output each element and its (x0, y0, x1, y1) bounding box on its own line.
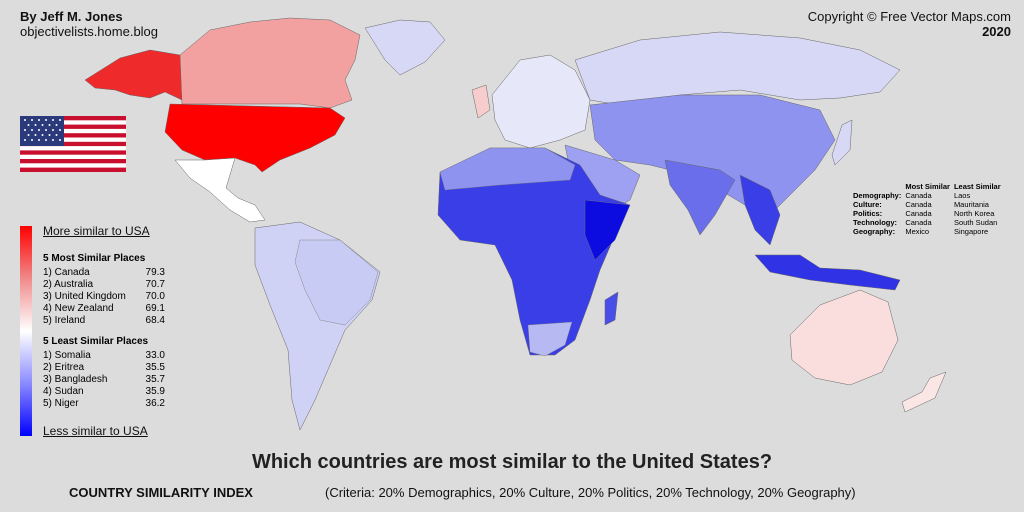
region-southern-africa (527, 321, 573, 357)
least-similar-cell: South Sudan (953, 218, 998, 227)
region-alaska (84, 49, 183, 101)
blog-link[interactable]: objectivelists.home.blog (20, 24, 159, 39)
region-madagascar (604, 291, 619, 326)
place-score: 36.2 (145, 398, 165, 409)
list-item: 5) Ireland 68.4 (43, 315, 165, 327)
place-name: 5) Niger (43, 398, 79, 409)
list-item: 5) Niger 36.2 (43, 398, 165, 410)
least-similar-cell: Laos (953, 191, 971, 200)
place-name: 4) New Zealand (43, 303, 114, 314)
region-usa (164, 103, 346, 173)
most-similar-cell: Canada (905, 218, 932, 227)
region-europe (491, 54, 591, 149)
list-item: 1) Canada 79.3 (43, 267, 165, 279)
us-flag-icon (20, 116, 126, 172)
most-similar-cell: Canada (905, 209, 932, 218)
place-score: 33.0 (145, 350, 165, 361)
least-similar-cell: Singapore (953, 227, 989, 236)
place-score: 35.7 (145, 374, 165, 385)
place-score: 35.5 (145, 362, 165, 373)
category-label: Geography: (853, 227, 896, 236)
region-canada (179, 17, 361, 109)
table-header: Most Similar (905, 182, 950, 191)
place-name: 3) Bangladesh (43, 374, 108, 385)
region-japan (831, 119, 853, 166)
place-score: 70.7 (145, 279, 165, 290)
category-label: Politics: (853, 209, 883, 218)
author-credit: By Jeff M. Jones (20, 9, 123, 24)
copyright-year: 2020 (982, 24, 1011, 39)
most-similar-list: 5 Most Similar Places 1) Canada 79.3 2) A… (43, 253, 165, 327)
most-similar-cell: Mexico (905, 227, 930, 236)
legend-top-label: More similar to USA (43, 224, 150, 238)
place-score: 69.1 (145, 303, 165, 314)
index-label: COUNTRY SIMILARITY INDEX (69, 485, 253, 500)
place-score: 79.3 (145, 267, 165, 278)
least-similar-cell: Mauritania (953, 200, 989, 209)
place-name: 5) Ireland (43, 315, 86, 326)
table-header-row: Most Similar Least Similar (853, 182, 1005, 191)
list-item: 4) New Zealand 69.1 (43, 303, 165, 315)
list-item: 2) Australia 70.7 (43, 279, 165, 291)
least-similar-cell: North Korea (953, 209, 995, 218)
region-mexico (174, 157, 266, 223)
place-score: 70.0 (145, 291, 165, 302)
region-russia (574, 31, 901, 106)
list-item: 1) Somalia 33.0 (43, 350, 165, 362)
list-item: 4) Sudan 35.9 (43, 386, 165, 398)
table-header: Least Similar (953, 182, 1001, 191)
table-header (853, 182, 905, 191)
list-item: 3) Bangladesh 35.7 (43, 374, 165, 386)
place-name: 3) United Kingdom (43, 291, 126, 302)
region-north-africa (439, 147, 576, 191)
region-uk (471, 84, 491, 119)
region-indonesia (754, 254, 901, 291)
table-row: Politics: Canada North Korea (853, 209, 1005, 218)
most-similar-cell: Canada (905, 191, 932, 200)
most-similar-cell: Canada (905, 200, 932, 209)
region-africa (437, 147, 631, 356)
region-australia (789, 289, 899, 386)
least-similar-title: 5 Least Similar Places (43, 336, 149, 347)
region-horn-of-africa (584, 199, 631, 261)
category-label: Technology: (853, 218, 898, 227)
least-similar-list: 5 Least Similar Places 1) Somalia 33.0 2)… (43, 336, 165, 410)
region-greenland (364, 19, 446, 76)
place-score: 35.9 (145, 386, 165, 397)
table-row: Technology: Canada South Sudan (853, 218, 1005, 227)
category-table: Most Similar Least Similar Demography: C… (853, 182, 1005, 236)
region-southeast-asia (739, 174, 781, 246)
place-name: 1) Somalia (43, 350, 91, 361)
table-row: Culture: Canada Mauritania (853, 200, 1005, 209)
place-name: 2) Australia (43, 279, 94, 290)
category-label: Demography: (853, 191, 902, 200)
copyright-notice: Copyright © Free Vector Maps.com (807, 9, 1011, 24)
criteria-text: (Criteria: 20% Demographics, 20% Culture… (325, 485, 856, 500)
place-score: 68.4 (145, 315, 165, 326)
legend-bottom-label: Less similar to USA (43, 424, 148, 438)
table-row: Demography: Canada Laos (853, 191, 1005, 200)
list-item: 2) Eritrea 35.5 (43, 362, 165, 374)
table-row: Geography: Mexico Singapore (853, 227, 1005, 236)
place-name: 2) Eritrea (43, 362, 85, 373)
most-similar-title: 5 Most Similar Places (43, 253, 146, 264)
region-new-zealand (901, 371, 947, 413)
page-title: Which countries are most similar to the … (251, 451, 773, 473)
region-india (664, 159, 736, 236)
category-label: Culture: (853, 200, 882, 209)
place-name: 1) Canada (43, 267, 90, 278)
similarity-color-scale (20, 226, 32, 436)
list-item: 3) United Kingdom 70.0 (43, 291, 165, 303)
place-name: 4) Sudan (43, 386, 84, 397)
region-brazil (294, 239, 379, 326)
